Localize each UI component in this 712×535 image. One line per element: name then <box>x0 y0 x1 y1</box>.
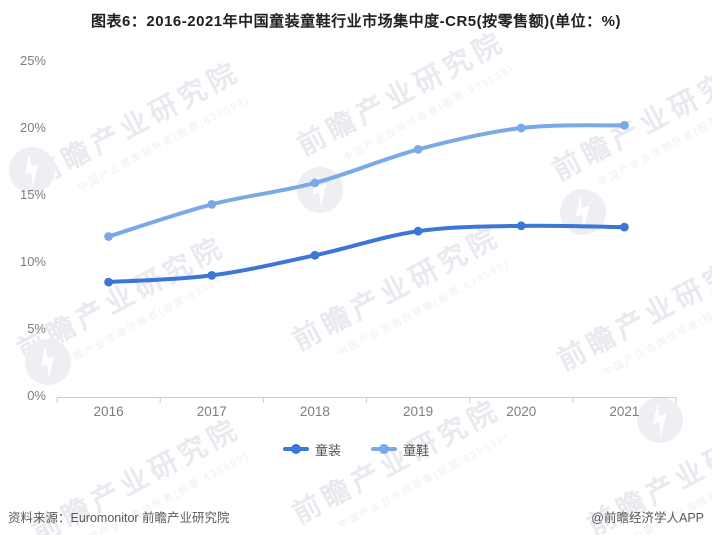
data-point-marker[interactable] <box>104 232 113 241</box>
legend-swatch-childrens-clothing <box>282 443 309 455</box>
legend-label-childrens-clothing: 童装 <box>314 442 341 458</box>
data-point-marker[interactable] <box>310 178 320 188</box>
y-axis-label: 5% <box>27 321 46 336</box>
y-axis-label: 20% <box>19 120 46 135</box>
x-axis-label: 2021 <box>609 404 640 419</box>
x-axis-label: 2020 <box>506 404 537 419</box>
x-axis-label: 2019 <box>403 404 434 419</box>
y-axis-label: 0% <box>27 388 46 403</box>
y-axis-label: 25% <box>19 53 46 68</box>
data-point-marker[interactable] <box>413 145 423 154</box>
series-line-childrens-shoes <box>106 123 627 239</box>
data-point-marker[interactable] <box>516 123 526 133</box>
data-point-marker[interactable] <box>620 120 629 130</box>
legend-item-childrens-clothing[interactable]: 童装 <box>282 440 341 459</box>
data-point-marker[interactable] <box>207 199 217 209</box>
x-axis-label: 2018 <box>299 404 330 419</box>
footer-source: 资料来源：Euromonitor 前瞻产业研究院 <box>8 511 230 525</box>
x-axis-label: 2017 <box>196 404 227 419</box>
data-point-marker[interactable] <box>207 271 217 280</box>
legend: 童装 童鞋 <box>0 440 712 458</box>
plot-area <box>56 120 677 403</box>
legend-label-childrens-shoes: 童鞋 <box>403 442 430 458</box>
y-axis-label: 10% <box>19 254 46 269</box>
chart-title: 图表6：2016-2021年中国童装童鞋行业市场集中度-CR5(按零售额)(单位… <box>91 13 621 30</box>
data-point-marker[interactable] <box>413 226 423 236</box>
y-axis-label: 15% <box>19 187 46 202</box>
legend-item-childrens-shoes[interactable]: 童鞋 <box>371 440 429 459</box>
data-point-marker[interactable] <box>104 277 113 287</box>
data-point-marker[interactable] <box>516 221 526 231</box>
data-point-marker[interactable] <box>620 222 629 232</box>
x-axis-label: 2016 <box>93 404 124 419</box>
series-line-childrens-clothing <box>106 223 627 285</box>
legend-swatch-childrens-shoes <box>371 443 397 455</box>
footer-credit: @前瞻经济学人APP <box>591 511 704 525</box>
data-point-marker[interactable] <box>310 250 320 260</box>
